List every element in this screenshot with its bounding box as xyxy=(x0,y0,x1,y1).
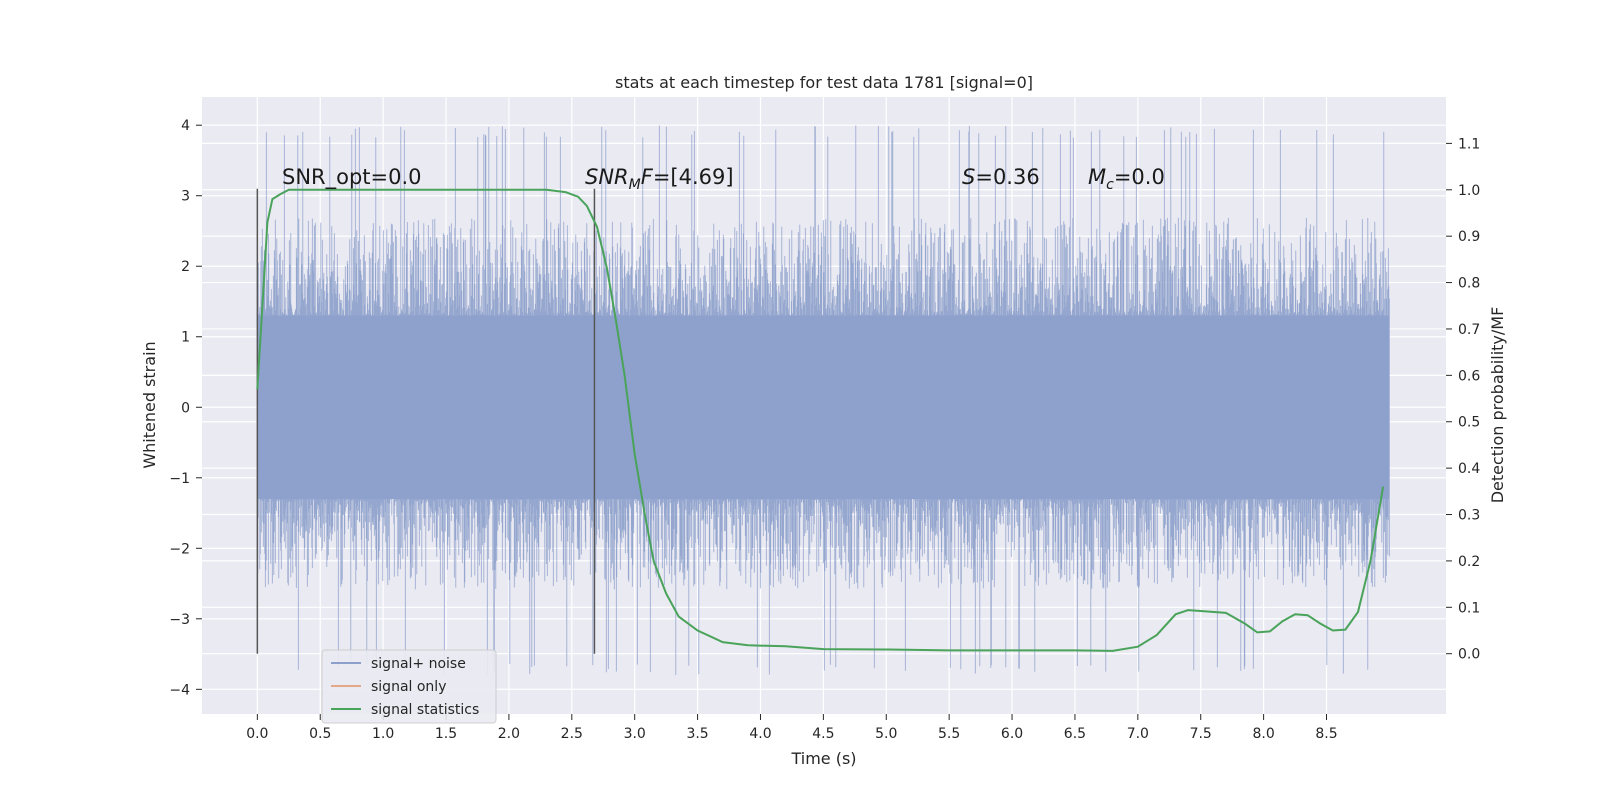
annotation-s-prefix: S xyxy=(962,165,975,189)
x-tick-label-7: 3.5 xyxy=(686,726,708,742)
annotation-snr-mf-value: =[4.69] xyxy=(653,165,734,189)
stat-line xyxy=(256,188,1385,652)
annotation-mc: Mc=0.0 xyxy=(1088,165,1165,193)
x-tick-label-1: 0.5 xyxy=(309,726,331,742)
y-right-tick-label-2: 0.2 xyxy=(1458,554,1480,570)
x-tick-label-13: 6.5 xyxy=(1064,726,1086,742)
annotation-s-value: =0.36 xyxy=(975,165,1039,189)
y-left-tick-label-8: 4 xyxy=(181,118,190,134)
y-axis-right-ticks: 0.0 0.1 0.2 0.3 0.4 0.5 0.6 0.7 0.8 0.9 1.0 1.1 xyxy=(1446,136,1480,663)
y-axis-right-label: Detection probability/MF xyxy=(1488,307,1507,504)
y-right-tick-label-9: 0.9 xyxy=(1458,229,1480,245)
legend-box xyxy=(321,649,497,724)
y-right-tick-label-7: 0.7 xyxy=(1458,322,1480,338)
legend: signal+ noise signal only signal statist… xyxy=(321,649,497,724)
y-right-tick-label-1: 0.1 xyxy=(1458,600,1480,616)
annotation-snr-mf-sub: M xyxy=(629,177,641,193)
x-tick-label-14: 7.0 xyxy=(1127,726,1149,742)
y-left-tick-label-3: −1 xyxy=(169,471,190,487)
x-tick-label-0: 0.0 xyxy=(246,726,268,742)
annotation-snr-mf-prefix: SNR xyxy=(585,165,629,189)
x-tick-label-17: 8.5 xyxy=(1315,726,1337,742)
annotation-s: S=0.36 xyxy=(962,165,1040,189)
annotation-snr-mf-suffix: F xyxy=(641,165,654,189)
x-tick-label-15: 7.5 xyxy=(1190,726,1212,742)
y-right-tick-label-10: 1.0 xyxy=(1458,183,1480,199)
x-tick-label-6: 3.0 xyxy=(624,726,646,742)
y-axis-left-ticks: −4 −3 −2 −1 0 1 2 3 4 xyxy=(169,118,202,698)
x-tick-label-3: 1.5 xyxy=(435,726,457,742)
stat-series xyxy=(256,188,1385,652)
annotation-snr-mf: SNRMF=[4.69] xyxy=(585,165,734,193)
x-tick-label-2: 1.0 xyxy=(372,726,394,742)
x-axis-label: Time (s) xyxy=(790,749,856,768)
y-left-tick-label-7: 3 xyxy=(181,189,190,205)
annotation-mc-value: =0.0 xyxy=(1114,165,1165,189)
chart-title: stats at each timestep for test data 178… xyxy=(615,73,1033,92)
y-left-tick-label-4: 0 xyxy=(181,400,190,416)
y-left-tick-label-1: −3 xyxy=(169,612,190,628)
annotation-snr-opt: SNR_opt=0.0 xyxy=(282,165,422,190)
noise-core-band xyxy=(257,315,1390,499)
y-left-tick-label-0: −4 xyxy=(169,682,190,698)
annotations: SNR_opt=0.0 SNRMF=[4.69] S=0.36 Mc=0.0 xyxy=(282,165,1165,193)
x-tick-label-9: 4.5 xyxy=(812,726,834,742)
x-tick-label-11: 5.5 xyxy=(938,726,960,742)
y-right-tick-label-6: 0.6 xyxy=(1458,368,1480,384)
y-left-tick-label-2: −2 xyxy=(169,541,190,557)
y-right-tick-label-4: 0.4 xyxy=(1458,461,1480,477)
y-right-tick-label-3: 0.3 xyxy=(1458,508,1480,524)
y-right-tick-label-8: 0.8 xyxy=(1458,276,1480,292)
x-tick-label-16: 8.0 xyxy=(1252,726,1274,742)
y-left-tick-label-5: 1 xyxy=(181,330,190,346)
legend-label-stat: signal statistics xyxy=(371,702,479,718)
vertical-markers xyxy=(256,188,596,654)
y-right-tick-label-5: 0.5 xyxy=(1458,415,1480,431)
annotation-mc-sub: c xyxy=(1106,177,1114,193)
legend-label-noise: signal+ noise xyxy=(371,656,466,672)
x-tick-label-10: 5.0 xyxy=(875,726,897,742)
y-axis-left-label: Whitened strain xyxy=(140,341,159,468)
x-tick-label-8: 4.0 xyxy=(749,726,771,742)
noise-series xyxy=(256,125,1390,675)
y-left-tick-label-6: 2 xyxy=(181,259,190,275)
x-axis-ticks: 0.0 0.5 1.0 1.5 2.0 2.5 3.0 3.5 4.0 4.5 5.0 5.5 6.0 6… xyxy=(246,714,1338,742)
x-tick-label-12: 6.0 xyxy=(1001,726,1023,742)
x-tick-label-5: 2.5 xyxy=(561,726,583,742)
y-right-tick-label-0: 0.0 xyxy=(1458,647,1480,663)
y-right-tick-label-11: 1.1 xyxy=(1458,136,1480,152)
legend-label-signal-only: signal only xyxy=(371,679,446,695)
annotation-mc-prefix: M xyxy=(1088,165,1106,189)
x-tick-label-4: 2.0 xyxy=(498,726,520,742)
